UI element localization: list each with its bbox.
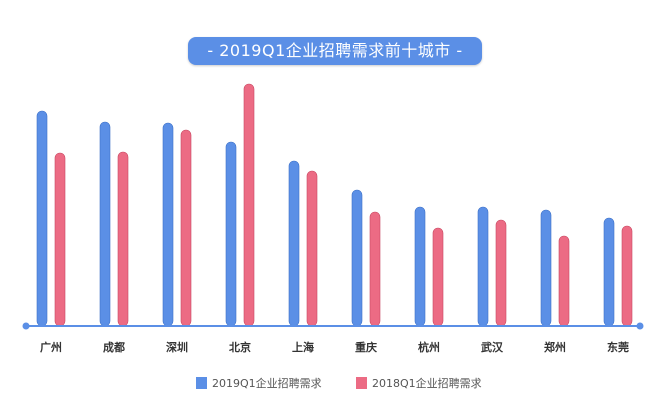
bar-2019-9	[603, 217, 615, 327]
bar-2019-0	[36, 110, 48, 327]
legend-label: 2019Q1企业招聘需求	[212, 376, 322, 390]
category-label: 北京	[229, 340, 251, 354]
bar-2019-2	[162, 122, 174, 327]
category-label: 杭州	[418, 340, 440, 354]
axis-end-dot	[22, 322, 30, 330]
bar-2019-5	[351, 189, 363, 327]
bar-2018-8	[558, 235, 570, 327]
bar-2018-5	[369, 211, 381, 327]
bar-2018-4	[306, 170, 318, 327]
category-label: 广州	[40, 340, 62, 354]
bar-2019-8	[540, 209, 552, 327]
category-label: 成都	[103, 340, 125, 354]
legend-swatch	[356, 377, 367, 389]
bar-2018-9	[621, 225, 633, 327]
category-label: 东莞	[607, 340, 629, 354]
category-label: 重庆	[355, 340, 377, 354]
bar-2019-3	[225, 141, 237, 327]
category-label: 深圳	[166, 340, 188, 354]
bar-2018-3	[243, 83, 255, 327]
category-label: 上海	[292, 340, 314, 354]
bar-2018-1	[117, 151, 129, 327]
bar-2019-4	[288, 160, 300, 327]
bar-2018-7	[495, 219, 507, 327]
chart-title: - 2019Q1企业招聘需求前十城市 -	[188, 37, 482, 65]
bar-2019-7	[477, 206, 489, 327]
legend-swatch	[196, 377, 207, 389]
bar-2019-6	[414, 206, 426, 327]
legend-label: 2018Q1企业招聘需求	[372, 376, 482, 390]
axis-end-dot	[636, 322, 644, 330]
bar-2019-1	[99, 121, 111, 327]
bar-2018-2	[180, 129, 192, 327]
bar-2018-0	[54, 152, 66, 327]
category-label: 武汉	[481, 340, 504, 354]
category-label: 郑州	[544, 340, 566, 354]
bar-2018-6	[432, 227, 444, 327]
